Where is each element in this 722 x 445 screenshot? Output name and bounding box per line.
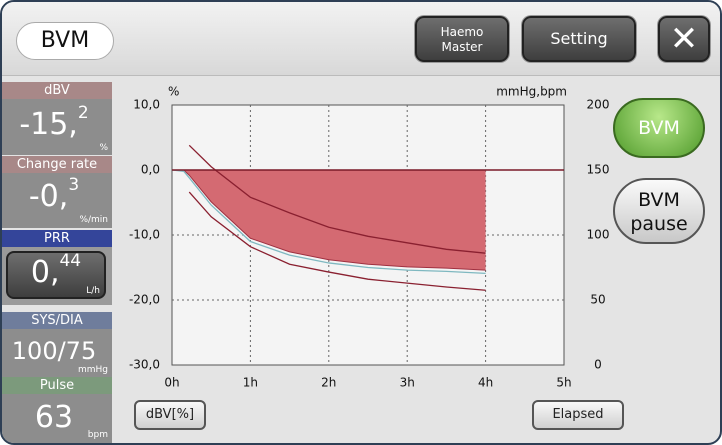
dbv-label: dBV	[2, 82, 112, 99]
y2-unit: mmHg,bpm	[496, 85, 567, 99]
x-tick-label: 3h	[400, 376, 415, 390]
button-label: Master	[441, 40, 483, 54]
button-label: Haemo	[440, 25, 484, 39]
haemo-master-button[interactable]: Haemo Master	[415, 16, 509, 62]
button-label: BVM	[638, 189, 680, 211]
area-fill	[172, 170, 486, 271]
pulse-value: 63	[34, 400, 74, 435]
dbv-value: -15,2	[19, 103, 89, 142]
sys-dia-label: SYS/DIA	[2, 312, 112, 329]
dbv-box: -15,2%	[2, 99, 112, 155]
dbv-axis-button[interactable]: dBV[%]	[134, 400, 206, 430]
y2-tick-label: 150	[587, 163, 610, 177]
x-tick-label: 4h	[478, 376, 493, 390]
close-button[interactable]: ✕	[658, 16, 710, 62]
unit: mmHg	[77, 365, 108, 375]
series-line	[188, 191, 486, 291]
unit: %/min	[79, 215, 108, 225]
y-unit: %	[168, 85, 179, 99]
unit: L/h	[86, 286, 100, 296]
x-tick-label: 1h	[243, 376, 258, 390]
series-line	[172, 169, 486, 271]
pulse-box: 63 bpm	[2, 394, 112, 443]
unit: %	[99, 143, 108, 153]
sys-dia-value: 100/75	[11, 337, 97, 365]
series-line	[171, 169, 486, 274]
prr-label: PRR	[2, 230, 112, 247]
x-tick-label: 5h	[556, 376, 571, 390]
unit: bpm	[87, 430, 108, 440]
change-rate-value: -0,3	[28, 175, 80, 214]
prr-value: 0,44	[30, 251, 82, 290]
y-tick-label: 10,0	[133, 98, 160, 112]
pulse-label: Pulse	[2, 377, 112, 394]
x-tick-label: 2h	[321, 376, 336, 390]
setting-button[interactable]: Setting	[522, 16, 636, 62]
elapsed-button[interactable]: Elapsed	[532, 400, 624, 430]
y2-tick-label: 0	[594, 358, 602, 372]
y-tick-label: -20,0	[129, 293, 160, 307]
bvm-button[interactable]: BVM	[613, 98, 705, 158]
series-line	[188, 144, 486, 254]
y2-tick-label: 50	[590, 293, 605, 307]
prr-button[interactable]: 0,44 L/h	[6, 251, 106, 299]
change-rate-box: -0,3 %/min	[2, 173, 112, 228]
sys-dia-box: 100/75 mmHg	[2, 329, 112, 377]
x-tick-label: 0h	[164, 376, 179, 390]
y2-tick-label: 100	[587, 228, 610, 242]
y-tick-label: -30,0	[129, 358, 160, 372]
change-rate-label: Change rate	[2, 156, 112, 173]
y-tick-label: -10,0	[129, 228, 160, 242]
bvm-pause-button[interactable]: BVM pause	[613, 178, 705, 244]
screen-title: BVM	[16, 22, 114, 60]
button-label: pause	[630, 213, 688, 235]
y2-tick-label: 200	[587, 98, 610, 112]
y-tick-label: 0,0	[141, 163, 160, 177]
